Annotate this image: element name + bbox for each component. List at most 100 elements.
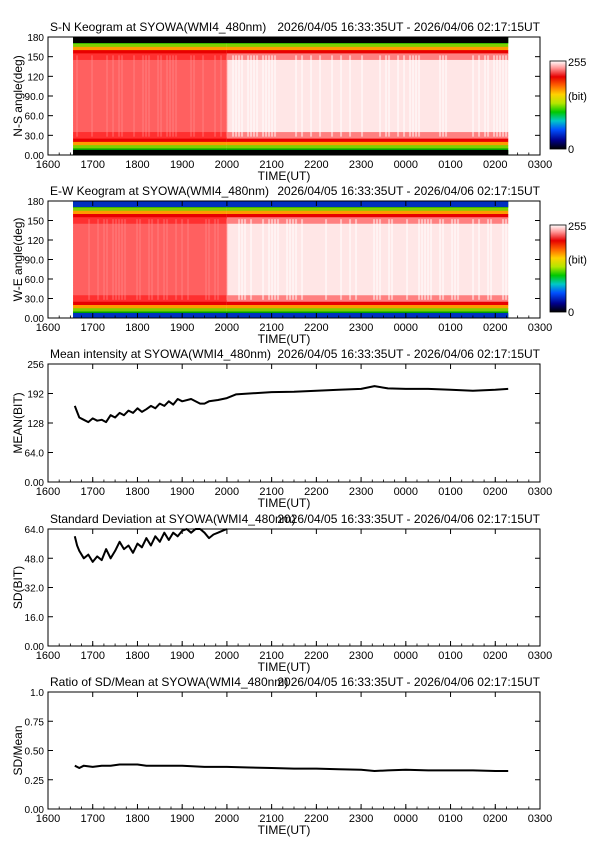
y-tick-label: 90.0 — [25, 256, 45, 267]
keogram-cell — [226, 220, 509, 225]
keogram-streak — [265, 55, 268, 137]
x-tick-label: 2300 — [349, 322, 373, 334]
keogram-cell — [73, 66, 227, 71]
x-tick-label: 2300 — [349, 650, 373, 662]
keogram-streak — [187, 219, 190, 300]
keogram-streak — [301, 219, 304, 300]
keogram-streak — [292, 219, 295, 300]
keogram-cell — [73, 301, 227, 306]
keogram-streak — [430, 219, 433, 300]
keogram-cell — [73, 305, 227, 309]
x-tick-label: 1600 — [36, 322, 60, 334]
keogram-cell — [226, 122, 509, 126]
keogram-streak — [169, 55, 172, 137]
keogram-streak — [361, 55, 364, 137]
keogram-edge-top — [73, 201, 509, 207]
keogram-streak — [421, 219, 424, 300]
keogram-cell — [226, 43, 509, 48]
keogram-cell — [73, 99, 227, 104]
keogram-streak — [451, 219, 454, 300]
keogram-streak — [274, 219, 277, 300]
x-tick-label: 0300 — [528, 813, 552, 825]
keogram-cell — [73, 112, 227, 117]
keogram-streak — [340, 55, 343, 137]
keogram-streak — [391, 219, 394, 300]
keogram-cell — [73, 272, 227, 277]
keogram-streak — [193, 55, 196, 137]
keogram-cell — [73, 138, 227, 143]
keogram-edge-bottom — [73, 313, 509, 318]
x-tick-label: 0300 — [528, 159, 552, 171]
keogram-cell — [73, 96, 227, 100]
x-tick-label: 0100 — [438, 322, 462, 334]
keogram-cell — [73, 217, 227, 221]
x-tick-label: 2100 — [259, 322, 283, 334]
keogram-streak — [226, 55, 229, 137]
time-range-label: 2026/04/05 16:33:35UT - 2026/04/06 02:17… — [277, 512, 540, 526]
y-tick-label: 128 — [27, 419, 44, 430]
x-tick-label: 1700 — [80, 159, 104, 171]
keogram-streak — [493, 55, 496, 137]
keogram-streak — [403, 55, 406, 137]
keogram-cell — [73, 266, 227, 270]
keogram-streak — [235, 55, 238, 137]
keogram-streak — [379, 55, 382, 137]
keogram-streak — [271, 219, 274, 300]
keogram-streak — [427, 219, 430, 300]
keogram-streak — [202, 55, 205, 137]
keogram-cell — [226, 79, 509, 84]
keogram-streak — [214, 55, 217, 137]
keogram-streak — [175, 219, 178, 300]
x-tick-label: 0200 — [483, 813, 507, 825]
y-axis-label: N-S angle(deg) — [11, 55, 25, 136]
y-tick-label: 64.0 — [25, 449, 45, 460]
keogram-cell — [73, 256, 227, 260]
keogram-cell — [73, 207, 227, 212]
x-tick-label: 2200 — [304, 813, 328, 825]
keogram-cell — [73, 73, 227, 77]
keogram-streak — [175, 55, 178, 137]
keogram-streak — [478, 55, 481, 137]
keogram-streak — [121, 219, 124, 300]
keogram-cell — [226, 269, 509, 273]
keogram-cell — [73, 109, 227, 113]
keogram-streak — [502, 219, 505, 300]
keogram-cell — [73, 50, 227, 54]
x-tick-label: 0200 — [483, 159, 507, 171]
keogram-cell — [226, 69, 509, 74]
keogram-cell — [226, 233, 509, 238]
series-line — [73, 528, 228, 563]
x-tick-label: 1700 — [80, 322, 104, 334]
keogram-cell — [226, 217, 509, 221]
keogram-streak — [157, 219, 160, 300]
keogram-cell — [226, 240, 509, 244]
colorbar-min-label: 0 — [568, 307, 574, 319]
keogram-cell — [226, 115, 509, 120]
keogram-streak — [277, 219, 280, 300]
y-tick-label: 120 — [27, 236, 44, 247]
y-axis-label: SD/Mean — [11, 725, 25, 775]
keogram-streak — [217, 219, 220, 300]
x-tick-label: 1800 — [125, 813, 149, 825]
keogram-cell — [73, 288, 227, 293]
colorbar-max-label: 255 — [568, 221, 586, 233]
keogram-cell — [226, 256, 509, 260]
y-tick-label: 180 — [27, 197, 44, 208]
y-axis-label: SD(BIT) — [11, 566, 25, 609]
x-axis-label: TIME(UT) — [258, 332, 311, 346]
keogram-cell — [73, 135, 227, 140]
x-tick-label: 1700 — [80, 650, 104, 662]
keogram-cell — [226, 207, 509, 212]
keogram-cell — [226, 59, 509, 64]
keogram-cell — [226, 253, 509, 257]
keogram-image — [73, 201, 509, 319]
panel-3: Mean intensity at SYOWA(WMI4_480nm) 2026/… — [11, 347, 552, 510]
x-tick-label: 0300 — [528, 650, 552, 662]
keogram-cell — [73, 246, 227, 251]
keogram-streak — [355, 219, 358, 300]
x-tick-label: 2000 — [215, 159, 239, 171]
y-tick-label: 30.0 — [25, 131, 45, 142]
keogram-cell — [226, 145, 509, 149]
keogram-streak — [205, 219, 208, 300]
keogram-cell — [73, 141, 227, 146]
